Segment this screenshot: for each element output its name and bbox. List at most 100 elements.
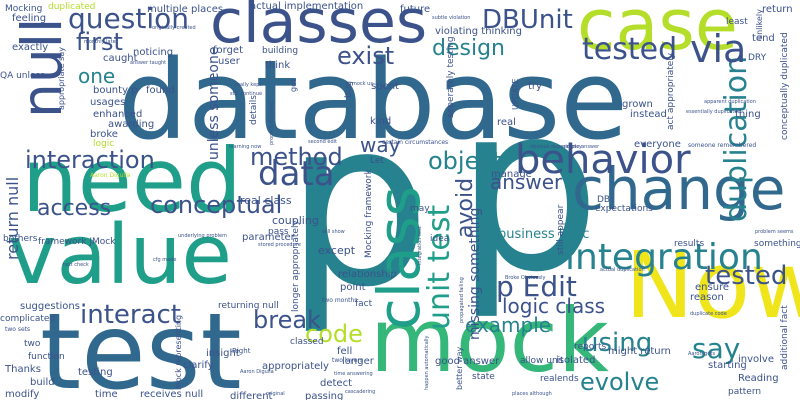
- cloud-word: results: [674, 239, 705, 249]
- cloud-word: fact: [355, 299, 373, 309]
- cloud-word: bothers: [3, 234, 38, 244]
- cloud-word: pattern: [728, 387, 762, 397]
- cloud-word: first: [76, 28, 123, 56]
- cloud-word: time: [95, 389, 118, 400]
- cloud-word: conceptually duplicated: [780, 32, 790, 140]
- cloud-word: still continue: [230, 91, 263, 97]
- cloud-word: got: [289, 78, 298, 92]
- cloud-word: bounty p: [93, 85, 138, 96]
- cloud-word: starting: [708, 360, 747, 371]
- cloud-word: ensure: [695, 282, 730, 293]
- cloud-word: time answering: [334, 371, 373, 377]
- cloud-word: integration: [565, 237, 763, 278]
- cloud-word: say: [692, 332, 741, 365]
- cloud-word: broke: [90, 129, 118, 140]
- cloud-word: will show: [322, 229, 345, 235]
- cloud-word: method: [250, 143, 343, 171]
- cloud-word: modify: [5, 389, 40, 400]
- cloud-word: actual duplication: [600, 267, 645, 273]
- cloud-word: Aaron Digulla: [240, 369, 274, 375]
- cloud-word: missing something: [467, 207, 483, 340]
- cloud-word: passing: [305, 391, 344, 400]
- cloud-word: actual implementation: [250, 1, 364, 12]
- cloud-word: one: [78, 64, 116, 88]
- cloud-word: real: [540, 374, 558, 384]
- cloud-word: duplicated: [48, 2, 96, 12]
- cloud-word: clarify: [183, 360, 214, 371]
- cloud-word: found: [146, 85, 175, 96]
- cloud-word: logic: [93, 139, 115, 149]
- cloud-word: interact: [80, 300, 182, 330]
- cloud-word: kind: [370, 116, 392, 127]
- cloud-word: reason: [690, 292, 724, 303]
- cloud-word: unlikely: [755, 9, 764, 40]
- cloud-word: return null: [3, 176, 22, 260]
- cloud-word: still appear: [556, 204, 566, 255]
- cloud-word: duplication: [719, 55, 754, 222]
- cloud-word: real: [497, 117, 516, 128]
- cloud-word: return: [762, 4, 793, 15]
- cloud-word: noticing: [133, 47, 174, 58]
- cloud-word: break: [253, 306, 321, 334]
- cloud-word: usages: [90, 97, 126, 108]
- cloud-word: business logic: [498, 227, 590, 242]
- cloud-word: seperately testing: [446, 36, 456, 118]
- cloud-word: classed: [290, 337, 324, 347]
- cloud-word: receives null: [140, 389, 204, 400]
- cloud-word: behavior: [515, 137, 691, 183]
- cloud-word: mock representing: [174, 314, 183, 390]
- cloud-word: via: [690, 27, 747, 71]
- cloud-word: may: [410, 204, 430, 214]
- cloud-word: unit test: [422, 204, 457, 330]
- cloud-word: underlying problem: [178, 233, 228, 239]
- cloud-word: coupling: [272, 214, 319, 227]
- cloud-word: change: [572, 155, 786, 223]
- cloud-word: Aaron gets: [688, 351, 716, 357]
- cloud-word: additional fact: [780, 305, 790, 370]
- cloud-word: tend: [752, 33, 775, 44]
- cloud-word: tested: [582, 32, 678, 67]
- cloud-word: subtle violation: [432, 15, 471, 21]
- cloud-word: ends: [557, 374, 579, 384]
- cloud-word: case: [577, 0, 738, 66]
- cloud-word: something: [754, 239, 800, 249]
- cloud-word: details: [249, 95, 259, 125]
- cloud-word: example: [465, 313, 552, 337]
- cloud-word: database: [118, 36, 628, 164]
- cloud-word: suggestions: [20, 301, 80, 312]
- cloud-word: Reading: [738, 373, 779, 384]
- cloud-word: detect: [320, 378, 352, 389]
- cloud-word: longer appropriately: [291, 220, 301, 312]
- cloud-word: stored procedure: [258, 242, 301, 248]
- cloud-word: conceptual: [150, 191, 283, 219]
- cloud-word: caught: [103, 53, 138, 64]
- cloud-word: cfg made: [153, 257, 177, 263]
- cloud-word: framework JMock: [38, 237, 116, 247]
- cloud-word: two months: [322, 297, 358, 304]
- cloud-word: originally created: [152, 25, 196, 31]
- cloud-word: mock us: [352, 81, 373, 87]
- cloud-word: propagated failing: [459, 277, 465, 323]
- cloud-word: point: [340, 282, 366, 293]
- cloud-word: exist: [337, 42, 395, 70]
- cloud-word: need: [22, 129, 242, 232]
- cloud-word: really kept: [235, 82, 262, 88]
- cloud-word: expectations: [595, 204, 653, 214]
- cloud-word: DRY: [748, 53, 767, 63]
- cloud-word: try: [528, 81, 542, 92]
- cloud-word: longer: [342, 356, 374, 367]
- cloud-word: problem seems: [755, 229, 794, 235]
- cloud-word: places although: [512, 391, 552, 397]
- cloud-word: idea: [430, 234, 450, 244]
- cloud-word: answer taught: [130, 60, 167, 66]
- cloud-word: p: [455, 56, 601, 323]
- cloud-word: user: [218, 56, 240, 67]
- cloud-word: Mocking framework: [364, 169, 374, 258]
- cloud-word: future: [400, 4, 431, 15]
- cloud-word: pass: [268, 227, 289, 237]
- cloud-word: mock: [370, 289, 609, 392]
- cloud-word: act appropriately: [666, 52, 676, 130]
- cloud-word: DB: [597, 195, 611, 205]
- cloud-word: awarding: [108, 119, 155, 130]
- cloud-word: classes: [210, 0, 428, 57]
